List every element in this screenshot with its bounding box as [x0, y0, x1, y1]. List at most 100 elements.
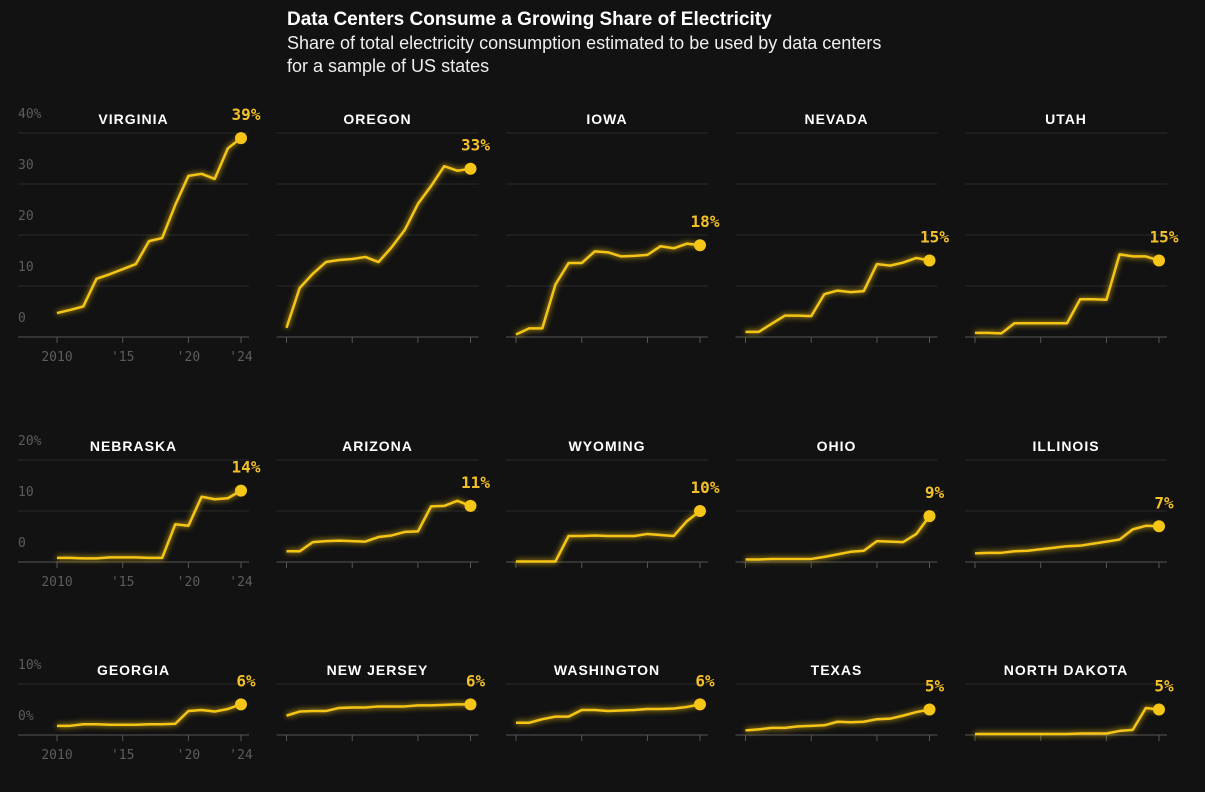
value-label: 6% — [236, 671, 256, 690]
value-label: 14% — [232, 458, 261, 477]
panel-title: NEW JERSEY — [327, 662, 429, 678]
x-tick-label: 2010 — [41, 575, 72, 590]
y-tick-label: 0% — [18, 709, 34, 724]
panel-title: TEXAS — [811, 662, 863, 678]
value-label: 9% — [925, 483, 945, 502]
value-label: 6% — [466, 671, 486, 690]
value-label: 7% — [1154, 493, 1174, 512]
line — [57, 489, 242, 560]
panel-title: WASHINGTON — [554, 662, 660, 678]
y-tick-label: 20 — [18, 209, 34, 224]
panel-title: NORTH DAKOTA — [1004, 662, 1129, 678]
panel: NEW JERSEY 6% — [276, 662, 486, 741]
x-tick-label: '24 — [229, 748, 253, 763]
y-tick-label: 20% — [18, 434, 42, 449]
end-point — [1153, 254, 1165, 267]
panel: VIRGINIA 0 10 20 30 40% 2010 '15 '20 '24 39% — [18, 105, 261, 365]
value-label: 5% — [1154, 677, 1174, 696]
panel-title: UTAH — [1045, 111, 1087, 127]
end-point — [464, 499, 477, 512]
end-point — [464, 698, 477, 711]
panel: NORTH DAKOTA 5% — [965, 662, 1174, 741]
x-tick-label: '15 — [111, 575, 134, 590]
value-label: 15% — [920, 228, 949, 247]
y-tick-label: 40% — [18, 107, 42, 122]
x-tick-label: 2010 — [41, 748, 72, 763]
end-point — [694, 239, 706, 252]
line — [515, 242, 701, 336]
end-point — [235, 698, 247, 711]
end-point — [1153, 703, 1165, 716]
x-tick-label: '24 — [229, 350, 253, 365]
panel: OREGON 33% — [276, 111, 490, 343]
line — [745, 515, 931, 561]
title: Data Centers Consume a Growing Share of … — [287, 9, 772, 30]
header: Data Centers Consume a Growing Share of … — [287, 8, 887, 78]
x-tick-label: '24 — [229, 575, 253, 590]
y-tick-label: 10% — [18, 658, 42, 673]
value-label: 33% — [461, 136, 490, 155]
end-point — [694, 505, 706, 517]
panel-title: ILLINOIS — [1032, 438, 1099, 454]
panel: UTAH 15% — [965, 111, 1179, 343]
line — [516, 510, 701, 563]
end-point — [694, 698, 706, 711]
panel-title: OREGON — [343, 111, 411, 127]
panel: TEXAS 5% — [735, 662, 945, 741]
line — [56, 137, 242, 315]
subtitle: Share of total electricity consumption e… — [287, 33, 882, 76]
y-tick-label: 0 — [18, 536, 26, 551]
panel: GEORGIA 0% 10% 2010 '15 '20 '24 6% — [18, 658, 256, 763]
y-tick-label: 10 — [18, 260, 34, 275]
x-tick-label: '20 — [177, 748, 200, 763]
y-tick-label: 30 — [18, 158, 34, 173]
line — [745, 708, 930, 732]
line — [516, 703, 701, 725]
line — [974, 524, 1160, 555]
value-label: 15% — [1150, 228, 1179, 247]
panel-title: IOWA — [586, 111, 627, 127]
end-point — [1153, 520, 1165, 533]
panel-title: NEVADA — [804, 111, 868, 127]
x-tick-label: '20 — [177, 575, 200, 590]
end-point — [235, 484, 247, 497]
x-tick-label: '15 — [111, 350, 134, 365]
value-label: 18% — [691, 212, 720, 231]
x-tick-label: 2010 — [41, 350, 72, 365]
line — [285, 164, 471, 329]
value-label: 5% — [925, 677, 945, 696]
panel-title: NEBRASKA — [90, 438, 177, 454]
value-label: 10% — [691, 478, 720, 497]
line — [286, 703, 471, 717]
panel: ARIZONA 11% — [276, 438, 490, 568]
line — [975, 253, 1160, 335]
x-tick-label: '15 — [111, 748, 134, 763]
value-label: 6% — [695, 671, 715, 690]
value-label: 39% — [232, 105, 261, 124]
end-point — [235, 132, 247, 145]
panel: ILLINOIS 7% — [965, 438, 1174, 568]
y-tick-label: 0 — [18, 311, 26, 326]
end-point — [923, 510, 936, 523]
end-point — [464, 162, 477, 175]
panel-title: GEORGIA — [97, 662, 170, 678]
panel-title: WYOMING — [569, 438, 646, 454]
y-tick-label: 10 — [18, 485, 34, 500]
line — [975, 706, 1160, 736]
end-point — [923, 703, 936, 716]
panel-title: VIRGINIA — [98, 111, 168, 127]
panel: OHIO 9% — [735, 438, 945, 568]
panel: NEBRASKA 0 10 20% 2010 '15 '20 '24 14% — [18, 434, 261, 590]
line — [286, 499, 471, 553]
x-tick-label: '20 — [177, 350, 200, 365]
value-label: 11% — [461, 473, 490, 492]
end-point — [923, 254, 936, 267]
line — [745, 256, 930, 334]
line — [57, 703, 242, 728]
panel: IOWA 18% — [506, 111, 720, 343]
panel: NEVADA 15% — [735, 111, 949, 343]
panel: WYOMING 10% — [506, 438, 720, 568]
panel-title: OHIO — [817, 438, 857, 454]
